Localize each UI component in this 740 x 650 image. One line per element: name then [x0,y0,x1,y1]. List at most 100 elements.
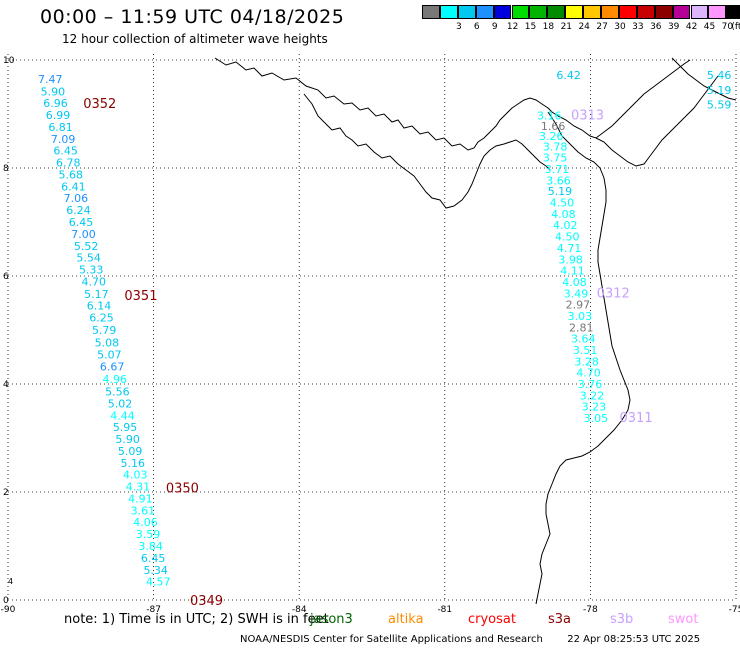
swh-reading: 3.22 [580,389,605,402]
swh-reading: 5.33 [79,264,104,277]
satellite-name: swot [668,612,699,627]
swh-reading: 4.02 [553,219,578,232]
scale-swatch [493,5,512,19]
swh-reading: 6.25 [89,312,114,325]
swh-reading: 5.16 [120,457,145,470]
footer: NOAA/NESDIS Center for Satellite Applica… [240,634,700,645]
swh-reading: 5.95 [113,421,138,434]
lat-tick-label: 8 [3,164,9,174]
swh-reading: 6.81 [48,121,73,134]
swh-reading: 7.09 [51,133,76,146]
scale-label: 70 [721,22,734,32]
swh-reading: 5.68 [59,168,84,181]
scale-swatch [726,5,740,19]
swh-reading: 3.03 [568,310,593,323]
altimeter-tracks-east: 6.425.465.195.5902503133.161.663.263.783… [537,69,732,426]
scale-label: 24 [578,22,590,32]
swh-reading: 6.41 [61,180,86,193]
swh-reading: 3.71 [545,163,570,176]
scale-swatch [583,5,601,19]
scale-label: 6 [473,22,480,32]
swh-reading: 4.03 [123,469,148,482]
swh-reading: 5.52 [74,240,99,253]
lat-tick-label: 4 [3,380,9,390]
swh-reading: 4.06 [133,516,158,529]
scale-label: 15 [524,22,537,32]
lon-tick-label: -84 [292,605,307,615]
track-pass-label: 0312 [597,286,630,301]
swh-reading: 4.50 [550,197,575,210]
lat-tick-label-extra: 4 [8,577,13,586]
swh-reading: 3.28 [574,355,599,368]
track-pass-label: 0349 [190,594,223,609]
track-pass-label: 0313 [571,109,604,124]
swh-reading: 6.45 [53,145,78,158]
swh-reading: 6.24 [66,204,91,217]
scale-unit-label: (ft) [731,22,740,32]
swh-reading: 5.56 [105,386,130,399]
swh-reading: 3.75 [543,152,568,165]
swh-reading: 5.17 [84,288,109,301]
swh-reading: 6.99 [46,109,71,122]
coastline [214,57,737,605]
lon-tick-label: -78 [583,605,598,615]
swh-reading: 4.71 [557,242,582,255]
swh-reading: 4.50 [555,231,580,244]
scale-label: 27 [596,22,608,32]
scale-label: 30 [614,22,626,32]
swh-reading: 3.84 [138,540,163,553]
coastline-colombia-pacific [535,111,631,605]
scale-label: 33 [632,22,644,32]
swh-reading: 4.31 [126,481,151,494]
altimeter-tracks: 7.475.906.966.996.817.096.456.785.686.41… [38,73,223,609]
swh-reading: 3.49 [564,287,589,300]
swh-reading: 3.26 [539,130,564,143]
swh-reading: 3.59 [136,528,161,541]
lon-tick-label: -87 [146,605,161,615]
track-pass-label: 0311 [620,411,653,426]
scale-swatch [529,5,548,19]
scale-swatch [636,5,655,19]
swh-reading: 3.16 [537,110,562,123]
swh-reading: 7.06 [64,192,89,205]
swh-reading: 5.19 [548,185,573,198]
lon-tick-label: -90 [1,605,16,615]
scale-swatch [565,5,584,19]
swh-reading: 3.23 [582,401,607,414]
swh-reading: 4.91 [128,492,153,505]
scale-label: 36 [650,22,662,32]
swh-reading: 3.66 [546,174,571,187]
swh-reading: 1.66 [541,120,566,133]
satellite-name: s3a [548,612,572,627]
satellite-name: s3b [610,612,634,627]
coastline-caribbean-east [595,75,719,167]
satellite-name: jason3 [310,612,353,627]
swh-reading: 2.97 [566,299,591,312]
scale-swatch [547,5,566,19]
lat-tick-label: 6 [3,272,9,282]
swh-reading: 4.57 [146,576,171,589]
swh-reading: 5.09 [118,445,143,458]
lat-tick-label: 0 [3,596,9,606]
scale-label: 18 [542,22,555,32]
scale-swatch [654,5,673,19]
scale-label: 39 [667,22,680,32]
scale-swatch [672,5,691,19]
swh-reading: 3.64 [571,333,596,346]
scale-swatch [475,5,494,19]
swh-reading: 4.44 [110,409,135,422]
scale-label: 42 [685,22,698,32]
scale-swatch [457,5,476,19]
swh-reading: 6.67 [100,361,125,374]
swh-reading: 5.07 [97,348,122,361]
swh-reading: 4.70 [576,367,601,380]
swh-reading: 4.11 [560,265,585,278]
lat-tick-label: 10 [3,56,15,66]
scale-swatch [422,5,440,19]
swh-reading: 5.59 [707,98,732,111]
swh-reading: 6.45 [141,552,166,565]
lat-lon-grid: -90 -87 -84 -81 -78 -75 0 2 4 6 8 10 4 [1,54,740,615]
satellite-name: altika [388,612,424,627]
swh-reading: 3.78 [543,140,568,153]
